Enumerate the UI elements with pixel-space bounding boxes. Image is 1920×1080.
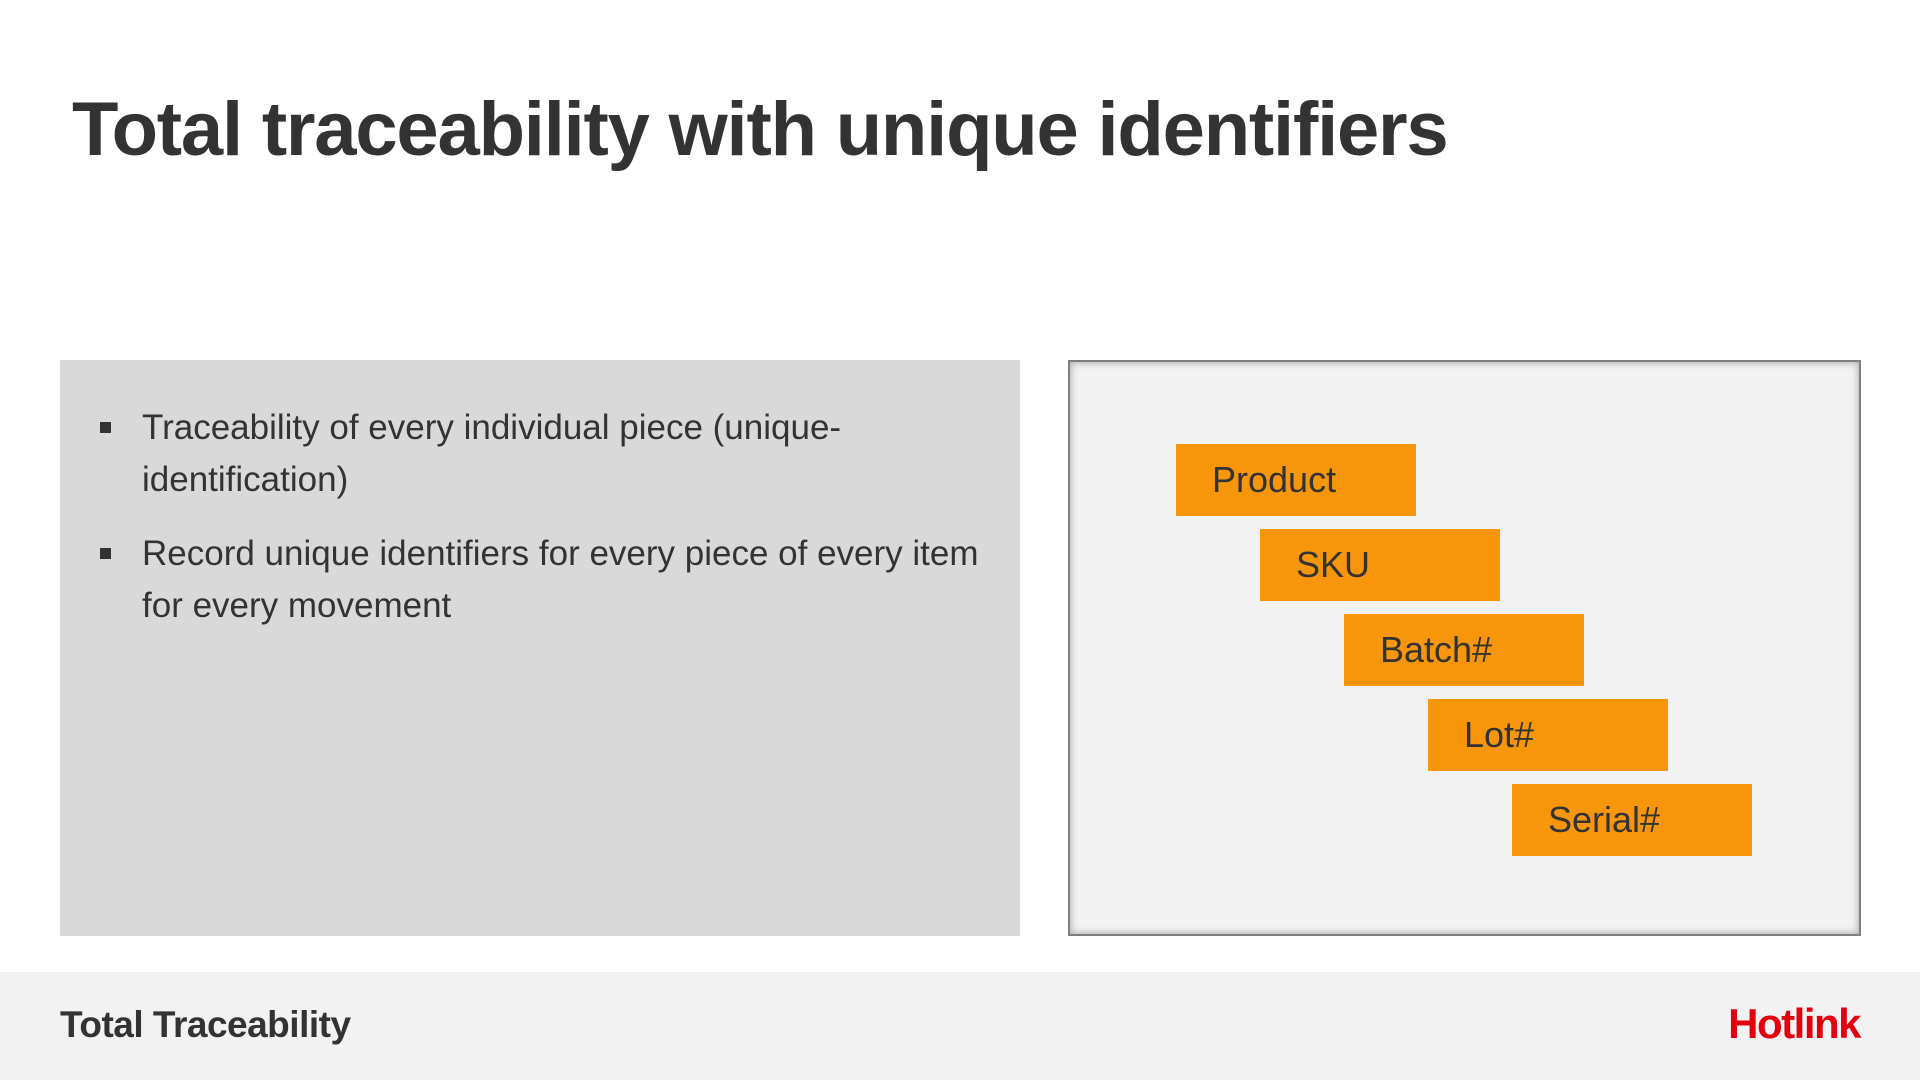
bullet-item: Traceability of every individual piece (… [100, 402, 980, 506]
bullet-item: Record unique identifiers for every piec… [100, 528, 980, 632]
level-lot: Lot# [1428, 699, 1668, 771]
level-serial: Serial# [1512, 784, 1752, 856]
slide-title: Total traceability with unique identifie… [72, 87, 1449, 172]
footer-bar: Total Traceability Hotlink [0, 972, 1920, 1080]
bullet-text: Traceability of every individual piece (… [142, 408, 842, 499]
level-batch: Batch# [1344, 614, 1584, 686]
bullet-panel: Traceability of every individual piece (… [60, 360, 1020, 936]
square-bullet-icon [100, 548, 111, 559]
hotlink-logo: Hotlink [1728, 1000, 1861, 1047]
square-bullet-icon [100, 422, 111, 433]
bullet-text: Record unique identifiers for every piec… [142, 534, 979, 625]
level-product: Product [1176, 444, 1416, 516]
identifier-diagram-panel: Product SKU Batch# Lot# Serial# [1068, 360, 1861, 936]
bullet-list: Traceability of every individual piece (… [100, 402, 980, 632]
footer-label: Total Traceability [60, 1004, 351, 1045]
level-sku: SKU [1260, 529, 1500, 601]
